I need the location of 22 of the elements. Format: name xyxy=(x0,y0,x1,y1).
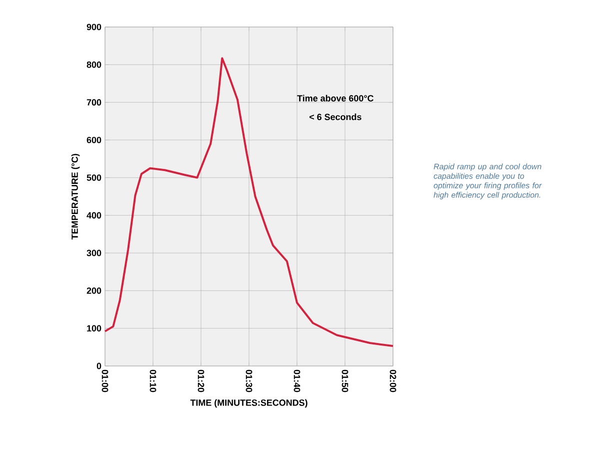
x-tick-label: 01:30 xyxy=(246,370,252,392)
y-tick-label: 100 xyxy=(87,325,102,332)
y-tick-label: 300 xyxy=(86,250,102,256)
x-tick-label: 01:20 xyxy=(198,370,204,392)
x-tick-label: 02:00 xyxy=(390,370,396,392)
x-tick-label: 01:10 xyxy=(150,370,156,392)
x-tick-label: 01:00 xyxy=(102,370,108,392)
y-tick-label: 600 xyxy=(86,136,102,144)
annotation: < 6 Seconds xyxy=(309,114,362,120)
line-series xyxy=(104,57,394,348)
y-tick-label: 0 xyxy=(96,362,102,370)
y-tick-label: 900 xyxy=(86,24,102,30)
x-axis-title: TIME (MINUTES:SECONDS) xyxy=(190,399,308,408)
y-tick-label: 400 xyxy=(86,212,102,219)
y-axis-title: TEMPERATURE (°C) xyxy=(71,154,80,240)
y-tick-label: 700 xyxy=(86,99,102,106)
y-tick-label: 200 xyxy=(86,287,102,294)
annotation: Time above 600°C xyxy=(297,94,374,102)
x-tick-label: 01:50 xyxy=(342,370,348,392)
x-tick-label: 01:40 xyxy=(294,370,300,392)
y-tick-label: 500 xyxy=(86,174,102,181)
y-tick-label: 800 xyxy=(86,61,102,68)
